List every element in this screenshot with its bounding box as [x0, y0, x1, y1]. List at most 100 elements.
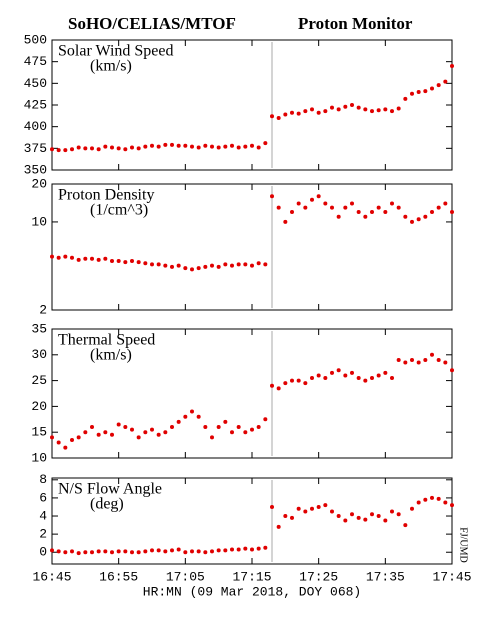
- data-point: [270, 383, 274, 388]
- data-point: [283, 514, 288, 519]
- data-point: [276, 524, 281, 529]
- data-point: [450, 368, 454, 373]
- x-axis-label: HR:MN (09 Mar 2018, DOY 068): [143, 584, 361, 599]
- data-point: [443, 360, 448, 365]
- y-tick-label: 475: [24, 54, 47, 69]
- y-tick-label: 2: [39, 302, 47, 317]
- data-point: [103, 144, 108, 149]
- panel-units: (km/s): [90, 58, 132, 75]
- y-tick-label: 6: [39, 490, 47, 505]
- data-point: [423, 89, 428, 94]
- data-point: [363, 517, 368, 522]
- data-point: [376, 373, 381, 378]
- data-point: [436, 83, 441, 88]
- data-point: [256, 145, 261, 150]
- data-point: [390, 109, 394, 114]
- data-point: [316, 504, 321, 509]
- data-point: [296, 378, 301, 383]
- data-point: [196, 549, 201, 554]
- data-point: [70, 437, 74, 442]
- data-point: [50, 435, 54, 440]
- data-point: [330, 205, 334, 210]
- data-point: [376, 514, 381, 519]
- y-tick-label: 25: [31, 373, 47, 388]
- data-point: [236, 425, 241, 430]
- data-point: [56, 549, 61, 554]
- data-point: [236, 547, 241, 552]
- data-point: [63, 445, 68, 450]
- panel-title: N/S Flow Angle: [58, 481, 162, 498]
- data-point: [183, 414, 188, 419]
- data-point: [170, 548, 174, 553]
- data-point: [136, 550, 141, 555]
- data-point: [310, 506, 314, 511]
- data-point: [276, 205, 281, 210]
- data-point: [90, 425, 94, 430]
- data-point: [383, 370, 388, 375]
- data-point: [143, 430, 148, 435]
- data-point: [363, 378, 368, 383]
- x-tick-label: 17:25: [299, 569, 338, 584]
- data-point: [210, 435, 214, 440]
- data-point: [230, 263, 234, 268]
- data-point: [376, 205, 381, 210]
- data-point: [130, 145, 134, 150]
- data-point: [290, 209, 294, 214]
- panel-units: (1/cm^3): [90, 202, 148, 219]
- data-point: [56, 255, 61, 260]
- data-point: [76, 435, 81, 440]
- data-point: [430, 495, 434, 500]
- data-point: [343, 104, 348, 109]
- data-point: [390, 376, 394, 381]
- data-point: [423, 214, 428, 219]
- data-point: [330, 370, 334, 375]
- data-point: [70, 255, 74, 260]
- data-point: [130, 550, 134, 555]
- data-point: [310, 107, 314, 112]
- data-point: [450, 209, 454, 214]
- data-point: [210, 549, 214, 554]
- data-point: [443, 79, 448, 84]
- data-point: [190, 409, 194, 414]
- data-point: [323, 109, 328, 114]
- data-point: [76, 551, 81, 556]
- data-point: [256, 261, 261, 266]
- data-point: [263, 545, 268, 550]
- y-tick-label: 350: [24, 162, 47, 177]
- data-point: [150, 262, 154, 267]
- y-tick-label: 30: [31, 347, 47, 362]
- data-point: [283, 381, 288, 386]
- data-point: [296, 506, 301, 511]
- data-point: [350, 370, 354, 375]
- data-point: [230, 143, 234, 148]
- data-point: [143, 144, 148, 149]
- data-point: [110, 145, 114, 150]
- data-point: [83, 550, 88, 555]
- data-point: [156, 262, 161, 267]
- data-point: [63, 148, 68, 153]
- data-point: [370, 209, 374, 214]
- data-point: [150, 427, 154, 432]
- data-point: [323, 201, 328, 206]
- data-point: [450, 64, 454, 68]
- data-point: [323, 376, 328, 381]
- data-point: [230, 547, 234, 552]
- data-point: [296, 201, 301, 206]
- data-point: [216, 548, 221, 553]
- data-point: [70, 549, 74, 554]
- data-point: [223, 144, 228, 149]
- data-point: [170, 264, 174, 269]
- y-tick-label: 425: [24, 97, 47, 112]
- data-point: [363, 107, 368, 112]
- data-point: [103, 430, 108, 435]
- data-point: [356, 209, 361, 214]
- data-point: [243, 546, 248, 551]
- data-point: [383, 518, 388, 523]
- data-point: [350, 201, 354, 206]
- data-point: [83, 256, 88, 261]
- data-point: [170, 425, 174, 430]
- data-point: [123, 425, 128, 430]
- data-point: [350, 103, 354, 107]
- data-point: [283, 219, 288, 224]
- data-point: [410, 506, 414, 511]
